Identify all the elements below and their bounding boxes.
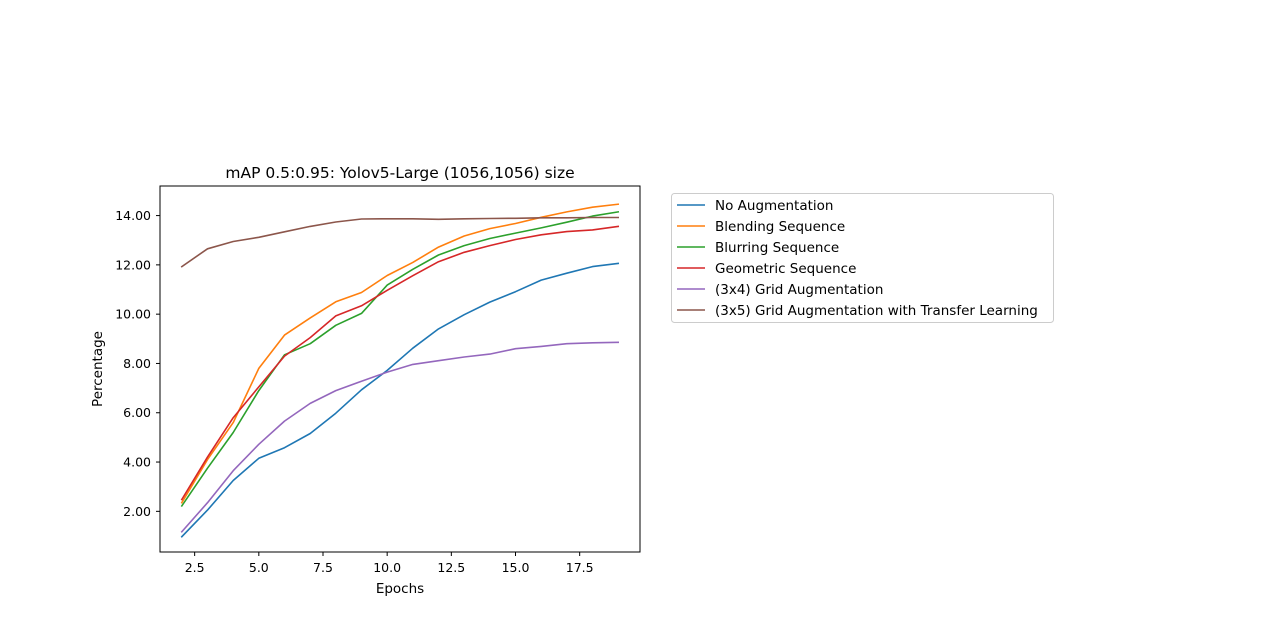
series-line-1 bbox=[180, 262, 620, 538]
x-tick-label: 10.0 bbox=[373, 560, 401, 575]
y-tick-label: 4.00 bbox=[123, 455, 151, 470]
series-line-4 bbox=[180, 225, 620, 501]
x-axis-label: Epochs bbox=[376, 581, 424, 597]
y-tick-label: 10.00 bbox=[115, 307, 151, 322]
plot-frame bbox=[159, 185, 641, 553]
x-tick-label: 5.0 bbox=[249, 560, 269, 575]
x-tick-label: 15.0 bbox=[502, 560, 530, 575]
legend-frame bbox=[671, 193, 1054, 323]
y-tick-label: 8.00 bbox=[123, 356, 151, 371]
legend-label-6: (3x5) Grid Augmentation with Transfer Le… bbox=[715, 303, 1038, 319]
legend-label-1: No Augmentation bbox=[715, 198, 833, 214]
series-lines bbox=[180, 203, 620, 538]
series-line-5 bbox=[180, 341, 620, 533]
x-tick-label: 17.5 bbox=[566, 560, 594, 575]
legend-label-3: Blurring Sequence bbox=[715, 240, 839, 256]
y-tick-label: 2.00 bbox=[123, 504, 151, 519]
x-tick-label: 7.5 bbox=[313, 560, 333, 575]
legend-label-2: Blending Sequence bbox=[715, 219, 845, 235]
y-tick-label: 6.00 bbox=[123, 405, 151, 420]
legend-label-4: Geometric Sequence bbox=[715, 261, 856, 277]
x-axis: 2.5 5.0 7.5 10.0 12.5 15.0 17.5 bbox=[185, 552, 594, 575]
series-line-3 bbox=[180, 210, 620, 508]
legend: No Augmentation Blending Sequence Blurring… bbox=[671, 193, 1054, 323]
y-axis-label: Percentage bbox=[90, 331, 106, 407]
y-axis: 2.00 4.00 6.00 8.00 10.00 12.00 14.00 bbox=[115, 208, 160, 519]
series-line-6 bbox=[180, 216, 620, 268]
x-tick-label: 2.5 bbox=[185, 560, 205, 575]
x-tick-label: 12.5 bbox=[437, 560, 465, 575]
series-line-2 bbox=[180, 203, 620, 504]
y-tick-label: 14.00 bbox=[115, 208, 151, 223]
y-tick-label: 12.00 bbox=[115, 257, 151, 272]
legend-label-5: (3x4) Grid Augmentation bbox=[715, 282, 883, 298]
chart-title: mAP 0.5:0.95: Yolov5-Large (1056,1056) s… bbox=[225, 164, 574, 182]
plot-area bbox=[159, 185, 641, 553]
